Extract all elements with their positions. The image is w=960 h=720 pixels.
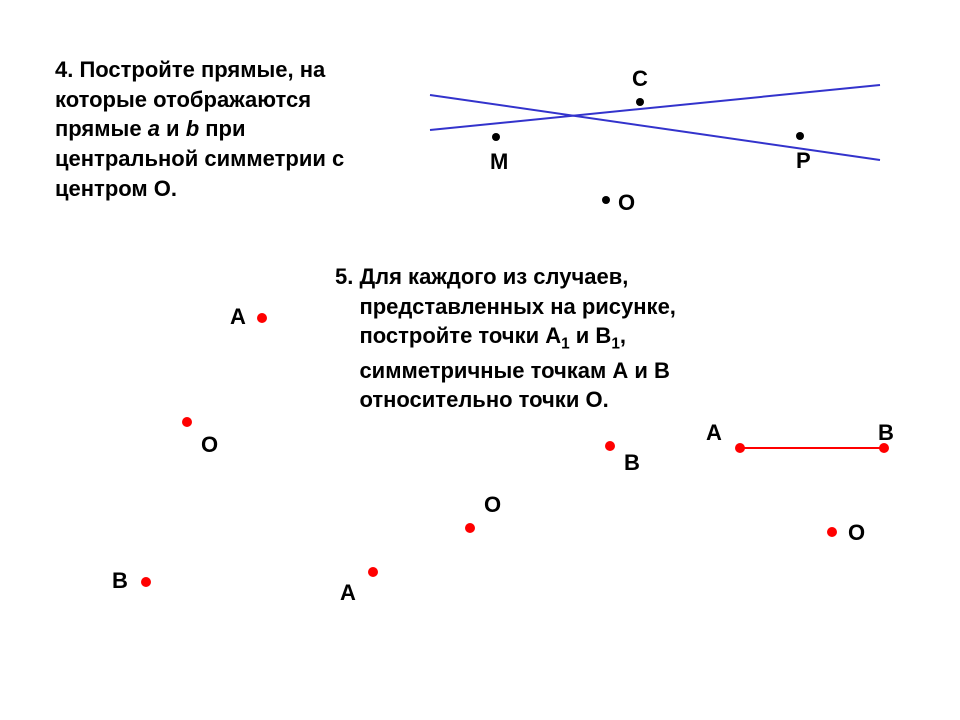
point-label-P: P — [796, 148, 811, 174]
point-P — [796, 132, 804, 140]
point-label-A: A — [340, 580, 356, 606]
point-M — [492, 133, 500, 141]
point-label-O: O — [848, 520, 865, 546]
point-A — [257, 313, 267, 323]
point-label-B: B — [112, 568, 128, 594]
point-C — [636, 98, 644, 106]
point-O — [182, 417, 192, 427]
point-O — [465, 523, 475, 533]
point-A — [735, 443, 745, 453]
point-label-B: B — [878, 420, 894, 446]
point-label-O: O — [484, 492, 501, 518]
point-B — [141, 577, 151, 587]
point-O — [602, 196, 610, 204]
point-A — [368, 567, 378, 577]
point-O — [827, 527, 837, 537]
point-B — [605, 441, 615, 451]
point-label-O: O — [618, 190, 635, 216]
point-label-O: O — [201, 432, 218, 458]
point-label-A: A — [230, 304, 246, 330]
point-label-C: C — [632, 66, 648, 92]
point-label-M: M — [490, 149, 508, 175]
task5-text: 5. Для каждого из случаев, представленны… — [335, 262, 855, 415]
point-label-A: A — [706, 420, 722, 446]
task4-text: 4. Постройте прямые, накоторые отображаю… — [55, 55, 395, 203]
point-label-B: B — [624, 450, 640, 476]
